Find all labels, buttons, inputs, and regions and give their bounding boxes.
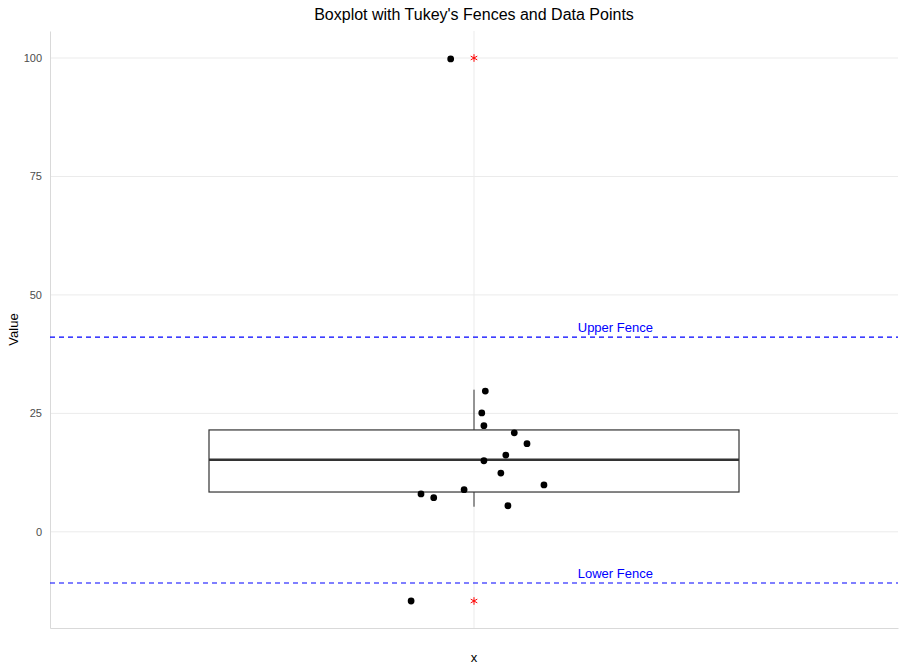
data-point [461, 486, 468, 493]
outlier [471, 54, 478, 62]
box [209, 430, 739, 492]
fence-label: Upper Fence [578, 320, 653, 335]
tick-label: 100 [24, 52, 42, 64]
data-point [430, 494, 437, 501]
whisker [474, 390, 475, 430]
tick: 100 [24, 52, 50, 64]
axis-line [51, 628, 899, 629]
data-point [447, 56, 454, 63]
data-point [502, 452, 509, 459]
outlier [471, 597, 478, 605]
data-point [505, 502, 512, 509]
data-point [524, 440, 531, 447]
x-axis [51, 628, 899, 630]
grid-line [474, 31, 475, 628]
tick: 25 [30, 407, 50, 419]
x-axis-title: x [471, 650, 478, 665]
y-axis: 0 25 50 75 100 [24, 32, 51, 629]
axis-line [50, 32, 51, 629]
fence-label: Lower Fence [578, 566, 653, 581]
tick-label: 0 [36, 526, 42, 538]
tick: 0 [36, 526, 50, 538]
tick-label: 25 [30, 407, 42, 419]
data-point [478, 410, 485, 417]
tick: 75 [30, 170, 50, 182]
tick-label: 75 [30, 170, 42, 182]
plot-area [50, 54, 898, 605]
texts: Upper Fence Lower Fence Boxplot with Tukey… [6, 6, 653, 665]
data-point [511, 429, 518, 436]
median [209, 459, 739, 461]
title: Boxplot with Tukey's Fences and Data Poi… [314, 6, 634, 23]
data-point [541, 482, 548, 489]
tick: 50 [30, 289, 50, 301]
chart: 0 25 50 75 100 Upper Fence Lower Fence Boxplot … [0, 0, 905, 672]
grid [50, 31, 898, 628]
y-axis-title: Value [6, 313, 21, 345]
data-point [482, 388, 489, 395]
data-point [408, 598, 415, 605]
whisker [474, 492, 475, 507]
fence-line [50, 336, 898, 337]
tick-label: 50 [30, 289, 42, 301]
data-point [481, 422, 488, 429]
data-point [418, 491, 425, 498]
fence-line [50, 582, 898, 583]
data-point [481, 457, 488, 464]
data-point [497, 470, 504, 477]
